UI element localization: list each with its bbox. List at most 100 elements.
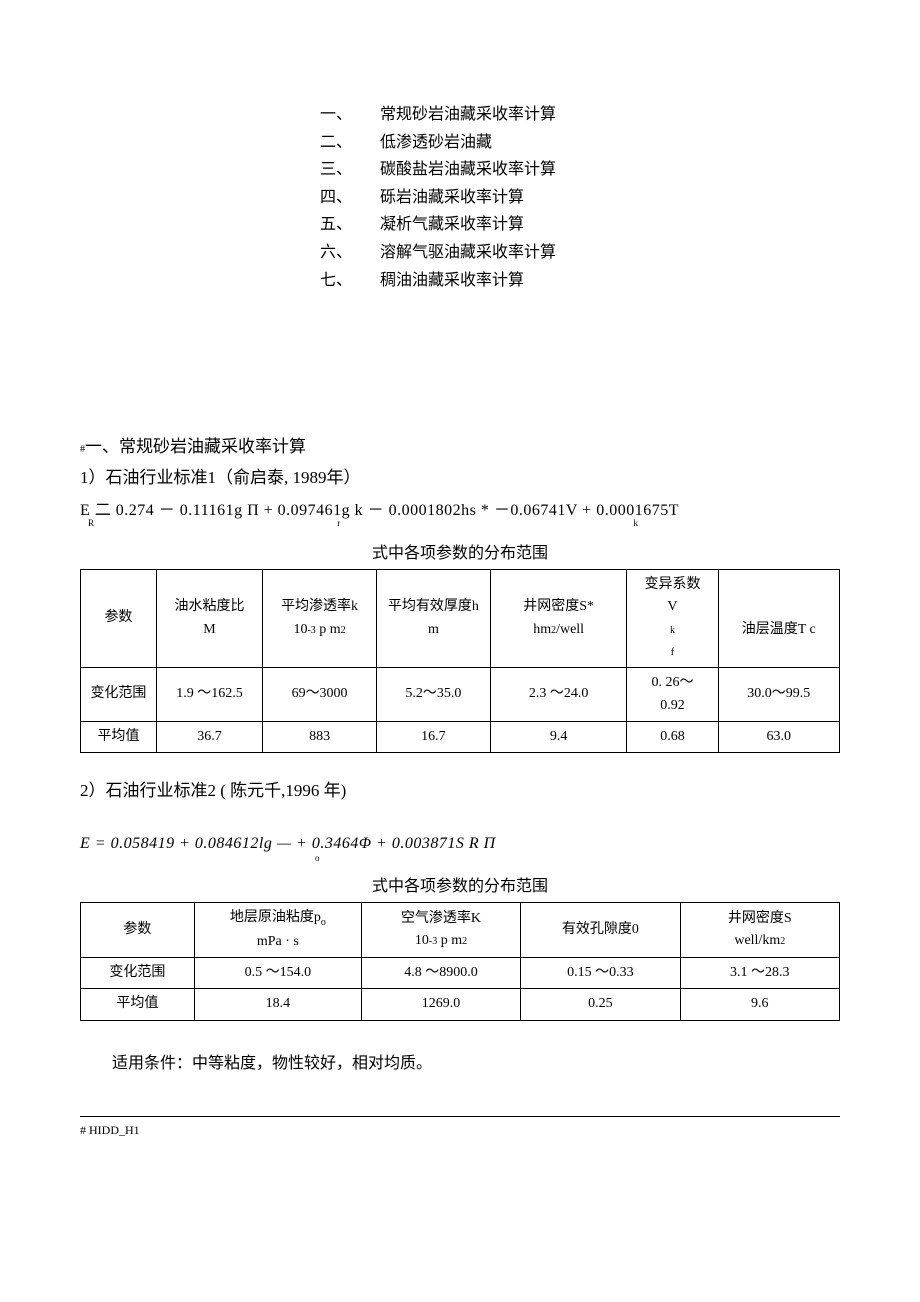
- th-param: 参数: [81, 569, 157, 668]
- applicable-conditions: 适用条件：中等粘度，物性较好，相对均质。: [80, 1051, 840, 1077]
- toc-item: 七、稠油油藏采收率计算: [320, 268, 840, 294]
- toc-num: 六、: [320, 240, 380, 266]
- section-1-title: #一、常规砂岩油藏采收率计算: [80, 433, 840, 460]
- toc-item: 五、凝析气藏采收率计算: [320, 212, 840, 238]
- title-text: 一、常规砂岩油藏采收率计算: [85, 437, 306, 456]
- toc-num: 一、: [320, 102, 380, 128]
- table-row-range: 变化范围 1.9 ～162.5 69～3000 5.2～35.0 2.3 ～24…: [81, 668, 840, 722]
- sub2-title: 2）石油行业标准2 ( 陈元千,1996 年): [80, 777, 840, 804]
- th-line2: 10-3 p m2: [293, 622, 345, 637]
- toc-text: 常规砂岩油藏采收率计算: [380, 102, 556, 128]
- cell: 4.8 ～8900.0: [361, 958, 520, 989]
- cell: 30.0～99.5: [718, 668, 839, 722]
- th-line4: f: [671, 647, 674, 658]
- cell: 2.3 ～24.0: [490, 668, 627, 722]
- parameters-table-1: 参数 油水粘度比 M 平均渗透率k 10-3 p m2 平均有效厚度h m 井网密度S…: [80, 569, 840, 754]
- th-line1: 变异系数: [644, 577, 700, 592]
- toc-item: 一、常规砂岩油藏采收率计算: [320, 102, 840, 128]
- toc-text: 稠油油藏采收率计算: [380, 268, 524, 294]
- formula-body: 二 0.274 － 0.11161g Π + 0.097461g k － 0.0…: [90, 502, 679, 519]
- sub-o: o: [315, 854, 320, 862]
- toc-num: 二、: [320, 130, 380, 156]
- row-label: 变化范围: [81, 668, 157, 722]
- th-text: 参数: [104, 610, 132, 625]
- toc-item: 六、溶解气驱油藏采收率计算: [320, 240, 840, 266]
- sub1-title: 1）石油行业标准1（俞启泰, 1989年）: [80, 464, 840, 491]
- parameters-table-2: 参数 地层原油粘度po mPa · s 空气渗透率K 10-3 p m2 有效孔隙度…: [80, 902, 840, 1021]
- th-line1: 平均有效厚度h: [388, 599, 479, 614]
- th-density: 井网密度S* hm2/well: [490, 569, 627, 668]
- footnote: # HIDD_H1: [80, 1121, 840, 1140]
- th-temp: 油层温度T c: [718, 569, 839, 668]
- cell: 69～3000: [263, 668, 377, 722]
- cell: 36.7: [156, 722, 262, 753]
- th-porosity: 有效孔隙度0: [521, 902, 680, 957]
- toc-num: 三、: [320, 157, 380, 183]
- row-label: 变化范围: [81, 958, 195, 989]
- toc-num: 五、: [320, 212, 380, 238]
- th-viscosity: 地层原油粘度po mPa · s: [194, 902, 361, 957]
- th-line1: 井网密度S: [728, 911, 792, 926]
- th-line1: 油水粘度比: [175, 599, 245, 614]
- th-density: 井网密度Swell/km2: [680, 902, 839, 957]
- toc-num: 四、: [320, 185, 380, 211]
- sub-k: k: [634, 519, 639, 527]
- th-perm: 空气渗透率K 10-3 p m2: [361, 902, 520, 957]
- formula-text: E = 0.058419 + 0.084612lg — + 0.3464Φ + …: [80, 835, 496, 852]
- cell: 5.2～35.0: [376, 668, 490, 722]
- table-row-mean: 平均值 36.7 883 16.7 9.4 0.68 63.0: [81, 722, 840, 753]
- cell: 16.7: [376, 722, 490, 753]
- cell-line2: 0.92: [660, 698, 685, 713]
- cell: 0.5 ～154.0: [194, 958, 361, 989]
- th-sub: o: [321, 917, 326, 928]
- toc-item: 三、碳酸盐岩油藏采收率计算: [320, 157, 840, 183]
- toc-item: 二、低渗透砂岩油藏: [320, 130, 840, 156]
- toc-item: 四、砾岩油藏采收率计算: [320, 185, 840, 211]
- row-label: 平均值: [81, 989, 195, 1020]
- cell: 1.9 ～162.5: [156, 668, 262, 722]
- th-line2: m: [428, 622, 439, 637]
- th-viscosity: 油水粘度比 M: [156, 569, 262, 668]
- cell: 0.25: [521, 989, 680, 1020]
- th-line2: V: [667, 599, 677, 614]
- th-line2: M: [203, 622, 215, 637]
- table-header-row: 参数 油水粘度比 M 平均渗透率k 10-3 p m2 平均有效厚度h m 井网密度S…: [81, 569, 840, 668]
- cell-line1: 0. 26～: [651, 675, 693, 690]
- cell: 0.68: [627, 722, 718, 753]
- th-line1: 地层原油粘度p: [230, 910, 321, 925]
- toc-text: 碳酸盐岩油藏采收率计算: [380, 157, 556, 183]
- footnote-separator: [80, 1116, 840, 1117]
- toc-num: 七、: [320, 268, 380, 294]
- table2-caption: 式中各项参数的分布范围: [80, 874, 840, 900]
- th-line2: mPa · s: [257, 934, 299, 949]
- th-line2: 10-3 p m2: [415, 933, 467, 948]
- table-row-range: 变化范围 0.5 ～154.0 4.8 ～8900.0 0.15 ～0.33 3…: [81, 958, 840, 989]
- formula-2: E = 0.058419 + 0.084612lg — + 0.3464Φ + …: [80, 831, 840, 865]
- cell: 0.15 ～0.33: [521, 958, 680, 989]
- cell: 3.1 ～28.3: [680, 958, 839, 989]
- cell: 9.4: [490, 722, 627, 753]
- table-header-row: 参数 地层原油粘度po mPa · s 空气渗透率K 10-3 p m2 有效孔隙度…: [81, 902, 840, 957]
- table-row-mean: 平均值 18.4 1269.0 0.25 9.6: [81, 989, 840, 1020]
- th-line1: 平均渗透率k: [281, 599, 358, 614]
- toc-text: 低渗透砂岩油藏: [380, 130, 492, 156]
- th-param: 参数: [81, 902, 195, 957]
- toc-text: 砾岩油藏采收率计算: [380, 185, 524, 211]
- th-line1: 油层温度T c: [742, 622, 816, 637]
- cell: 883: [263, 722, 377, 753]
- table1-caption: 式中各项参数的分布范围: [80, 541, 840, 567]
- row-label: 平均值: [81, 722, 157, 753]
- cell: 1269.0: [361, 989, 520, 1020]
- th-thickness: 平均有效厚度h m: [376, 569, 490, 668]
- th-line1: 井网密度S* hm2/well: [523, 599, 594, 636]
- sub-r2: r: [337, 519, 341, 527]
- toc-text: 溶解气驱油藏采收率计算: [380, 240, 556, 266]
- th-line1: 空气渗透率K: [401, 911, 481, 926]
- th-coef: 变异系数 Vkf: [627, 569, 718, 668]
- th-line3: k: [670, 625, 675, 636]
- table-of-contents: 一、常规砂岩油藏采收率计算 二、低渗透砂岩油藏 三、碳酸盐岩油藏采收率计算 四、…: [320, 102, 840, 293]
- formula-lead: E: [80, 502, 90, 519]
- th-perm: 平均渗透率k 10-3 p m2: [263, 569, 377, 668]
- formula-1: E 二 0.274 － 0.11161g Π + 0.097461g k － 0…: [80, 498, 840, 532]
- cell: 63.0: [718, 722, 839, 753]
